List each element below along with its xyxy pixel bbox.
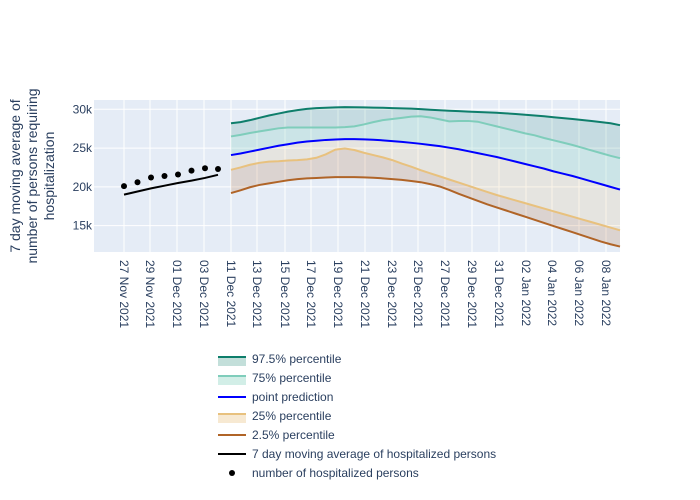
y-axis-title-line: hospitalization [41, 132, 57, 221]
hospitalized-point [215, 166, 221, 173]
legend-label: 25% percentile [252, 409, 332, 423]
legend-swatch-marker [229, 470, 235, 476]
y-axis-ticks: 15k 20k 25k 30k [73, 102, 93, 232]
legend-item[interactable]: point prediction [218, 390, 333, 404]
hospitalized-point [148, 174, 154, 181]
x-tick-label: 25 Dec 2021 [411, 260, 425, 328]
series-line-p25 [230, 147, 621, 232]
observed-points [121, 165, 221, 190]
y-axis-title-line: number of persons requiring [24, 88, 40, 263]
y-tick-label: 20k [73, 180, 93, 194]
y-tick-label: 25k [73, 141, 93, 155]
x-tick-label: 17 Dec 2021 [304, 260, 318, 328]
hospitalized-point [134, 179, 141, 186]
band-25-2-5 [231, 148, 620, 247]
hospitalized-point [161, 173, 168, 179]
x-tick-label: 02 Jan 2022 [519, 260, 533, 326]
series-line-point [230, 138, 621, 191]
x-tick-label: 21 Dec 2021 [358, 260, 372, 328]
x-tick-label: 31 Dec 2021 [492, 260, 506, 328]
legend-label: number of hospitalized persons [252, 466, 419, 480]
legend-item[interactable]: number of hospitalized persons [229, 466, 419, 480]
legend-label: 2.5% percentile [252, 428, 335, 442]
x-tick-label: 01 Dec 2021 [170, 260, 184, 328]
legend-item[interactable]: 97.5% percentile [218, 352, 342, 366]
x-tick-label: 13 Dec 2021 [250, 260, 264, 328]
legend-item[interactable]: 25% percentile [218, 409, 332, 423]
band-97-75 [231, 107, 620, 159]
legend-swatch [218, 414, 246, 423]
x-tick-label: 06 Jan 2022 [572, 260, 586, 326]
hospitalized-point [175, 171, 181, 178]
legend-label: 7 day moving average of hospitalized per… [252, 447, 496, 461]
x-tick-label: 15 Dec 2021 [278, 260, 292, 328]
hospitalized-point [121, 183, 127, 190]
legend-swatch [218, 357, 246, 366]
legend-item[interactable]: 7 day moving average of hospitalized per… [218, 447, 496, 461]
y-axis-title-line: 7 day moving average of [7, 99, 23, 252]
x-tick-label: 19 Dec 2021 [331, 260, 345, 328]
x-axis-ticks: 27 Nov 2021 29 Nov 2021 01 Dec 2021 03 Dec … [117, 260, 613, 328]
y-axis-title: 7 day moving average ofnumber of persons… [7, 88, 57, 263]
x-tick-label: 04 Jan 2022 [545, 260, 559, 326]
grid [94, 100, 620, 252]
hospitalized-point [188, 167, 195, 174]
legend-label: 75% percentile [252, 371, 332, 385]
band-75-point [231, 116, 620, 190]
series-line-observed-avg [123, 173, 219, 196]
legend-label: 97.5% percentile [252, 352, 342, 366]
series-line-p97_5 [230, 106, 621, 127]
legend-item[interactable]: 2.5% percentile [218, 428, 335, 442]
x-tick-label: 29 Dec 2021 [465, 260, 479, 328]
legend: 97.5% percentile 75% percentile point pred… [218, 352, 496, 480]
y-tick-label: 15k [73, 219, 93, 233]
x-tick-label: 03 Dec 2021 [197, 260, 211, 328]
series-line-p2_5 [230, 176, 621, 248]
x-tick-label: 27 Nov 2021 [117, 260, 131, 328]
x-tick-label: 27 Dec 2021 [438, 260, 452, 328]
x-tick-label: 29 Nov 2021 [143, 260, 157, 328]
series-line-p75 [230, 115, 621, 160]
y-tick-label: 30k [73, 102, 93, 116]
legend-item[interactable]: 75% percentile [218, 371, 332, 385]
x-tick-label: 08 Jan 2022 [599, 260, 613, 326]
legend-swatch [218, 376, 246, 385]
x-tick-label: 23 Dec 2021 [385, 260, 399, 328]
x-tick-label: 11 Dec 2021 [224, 260, 238, 327]
legend-label: point prediction [252, 390, 333, 404]
series-lines [123, 106, 621, 248]
hospitalized-point [202, 165, 208, 172]
